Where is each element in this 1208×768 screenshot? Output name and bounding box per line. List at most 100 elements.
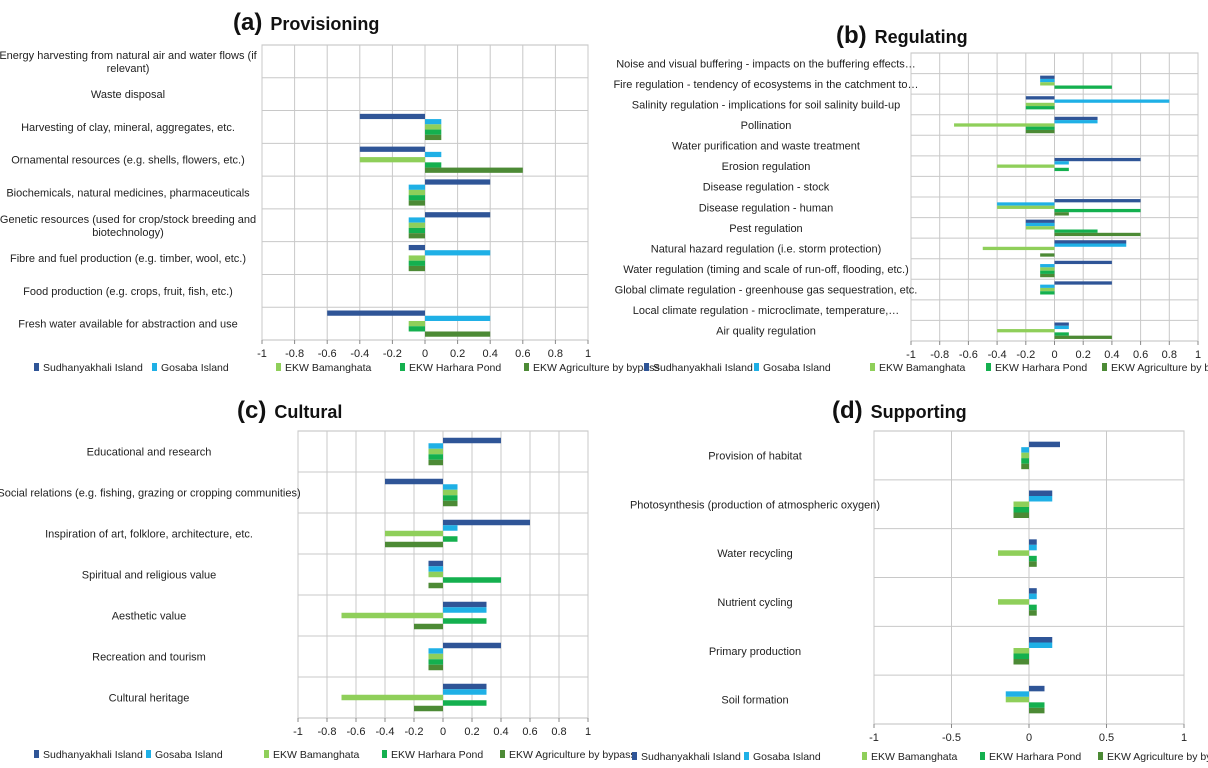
panel-letter: (a) xyxy=(233,9,262,36)
bar-sudhanyakhali-island xyxy=(1029,685,1045,692)
bar-ekw-bamanghata xyxy=(997,205,1055,209)
bar-gosaba-island xyxy=(1040,78,1055,83)
bar-gosaba-island xyxy=(997,202,1055,206)
bar-sudhanyakhali-island xyxy=(443,642,501,649)
category-label: Ornamental resources (e.g. shells, flowe… xyxy=(11,155,245,167)
x-tick-label: 1 xyxy=(1181,732,1187,744)
bar-sudhanyakhali-island xyxy=(443,519,530,526)
bar-gosaba-island xyxy=(443,689,487,695)
bar-ekw-harhara-pond xyxy=(1029,702,1045,708)
category-label: Fibre and fuel production (e.g. timber, … xyxy=(10,253,246,265)
x-tick-label: -0.4 xyxy=(376,726,395,738)
x-tick-label: 1 xyxy=(1195,349,1201,361)
bar-sudhanyakhali-island xyxy=(443,683,487,690)
bar-ekw-harhara-pond xyxy=(1025,106,1055,110)
bar-ekw-agriculture-by-bypass xyxy=(425,134,442,141)
category-label: Harvesting of clay, mineral, aggregates,… xyxy=(21,122,235,134)
x-tick-label: -0.2 xyxy=(1016,349,1035,361)
bar-gosaba-island xyxy=(428,443,443,449)
category-label: Provision of habitat xyxy=(708,450,802,462)
category-label: Disease regulation - human xyxy=(699,202,834,214)
bar-gosaba-island xyxy=(428,648,443,654)
bar-sudhanyakhali-island xyxy=(425,212,491,218)
bar-gosaba-island xyxy=(408,217,425,223)
bar-sudhanyakhali-island xyxy=(1025,219,1055,223)
bar-ekw-bamanghata xyxy=(1040,82,1055,86)
x-tick-label: -0.8 xyxy=(318,726,337,738)
bar-sudhanyakhali-island xyxy=(1054,260,1112,265)
legend-label: EKW Agriculture by bypass xyxy=(509,749,636,761)
x-tick-label: 0.4 xyxy=(483,348,498,360)
bar-ekw-harhara-pond xyxy=(1029,555,1037,562)
panel-name: Cultural xyxy=(274,402,342,422)
legend-swatch xyxy=(276,363,281,371)
bar-ekw-agriculture-by-bypass xyxy=(414,623,443,630)
bar-ekw-bamanghata xyxy=(997,329,1055,333)
legend-swatch xyxy=(34,750,39,758)
x-tick-label: 0.2 xyxy=(450,348,465,360)
legend-label: Sudhanyakhali Island xyxy=(653,362,753,374)
bar-ekw-bamanghata xyxy=(997,164,1055,168)
bar-ekw-harhara-pond xyxy=(1054,332,1069,336)
bar-ekw-bamanghata xyxy=(1013,501,1029,507)
category-label: Social relations (e.g. fishing, grazing … xyxy=(0,488,301,500)
legend-label: EKW Agriculture by bypass xyxy=(1111,362,1208,374)
panel-name: Supporting xyxy=(871,402,967,422)
bar-ekw-agriculture-by-bypass xyxy=(1054,232,1141,237)
legend: Sudhanyakhali Island Gosaba Island EKW Bam… xyxy=(34,362,660,374)
bar-gosaba-island xyxy=(443,525,458,531)
bar-sudhanyakhali-island xyxy=(359,146,425,152)
x-tick-label: 0.6 xyxy=(522,726,537,738)
bar-gosaba-island xyxy=(1054,243,1127,247)
legend-swatch xyxy=(632,752,637,760)
bar-ekw-agriculture-by-bypass xyxy=(443,500,458,507)
legend-label: Gosaba Island xyxy=(753,751,821,763)
panel-name: Regulating xyxy=(875,27,968,47)
bar-ekw-bamanghata xyxy=(385,530,443,537)
panel-provisioning: (a) Provisioning -1 -0.8 -0.6 -0.4 -0.2 0 0.2 0.4… xyxy=(0,9,660,374)
x-tick-label: -0.5 xyxy=(942,732,961,744)
legend-label: EKW Bamanghata xyxy=(879,362,966,374)
bar-sudhanyakhali-island xyxy=(1040,75,1055,79)
panel-cultural: (c) Cultural -1 -0.8 -0.6 -0.4 -0.2 0 0.2 0.4 0.6 0… xyxy=(0,397,636,761)
legend-swatch xyxy=(986,363,991,371)
bar-ekw-bamanghata xyxy=(428,653,443,660)
legend-label: EKW Bamanghata xyxy=(285,362,372,374)
x-tick-label: 0.6 xyxy=(1133,349,1148,361)
bar-ekw-agriculture-by-bypass xyxy=(414,705,443,712)
bar-gosaba-island xyxy=(443,607,487,613)
bar-ekw-bamanghata xyxy=(408,255,425,261)
bar-ekw-bamanghata xyxy=(341,694,443,701)
bar-ekw-agriculture-by-bypass xyxy=(428,664,443,671)
bar-ekw-bamanghata xyxy=(428,571,443,578)
bar-gosaba-island xyxy=(1054,161,1069,165)
x-tick-label: -0.6 xyxy=(347,726,366,738)
x-tick-label: 1 xyxy=(585,726,591,738)
panel-supporting: (d) Supporting -1 -0.5 0 0.5 1 Provision of hab… xyxy=(630,397,1208,763)
category-label: Pollination xyxy=(741,120,792,132)
x-tick-label: 0 xyxy=(440,726,446,738)
panel-letter: (d) xyxy=(832,397,863,424)
panel-letter: (b) xyxy=(836,22,867,49)
category-label: Genetic resources (used for crop/stock b… xyxy=(0,214,256,239)
bar-gosaba-island xyxy=(1021,447,1029,453)
bar-ekw-bamanghata xyxy=(1025,226,1055,230)
bar-ekw-bamanghata xyxy=(408,222,425,228)
bar-ekw-bamanghata xyxy=(1025,102,1055,107)
category-label: Water purification and waste treatment xyxy=(672,141,860,153)
bar-ekw-harhara-pond xyxy=(443,536,458,542)
legend-swatch xyxy=(862,752,867,760)
bar-ekw-agriculture-by-bypass xyxy=(1040,253,1055,257)
category-label: Air quality regulation xyxy=(716,326,816,338)
legend-label: Gosaba Island xyxy=(155,749,223,761)
bar-ekw-bamanghata xyxy=(1005,696,1029,703)
category-label: Pest regulation xyxy=(729,223,802,235)
legend-swatch xyxy=(1098,752,1103,760)
category-label: Biochemicals, natural medicines, pharmac… xyxy=(6,188,250,200)
category-label: Local climate regulation - microclimate,… xyxy=(633,305,900,317)
bar-ekw-agriculture-by-bypass xyxy=(408,233,425,239)
bar-ekw-harhara-pond xyxy=(1025,126,1055,130)
legend-swatch xyxy=(644,363,649,371)
bar-ekw-agriculture-by-bypass xyxy=(1025,129,1055,134)
legend-swatch xyxy=(870,363,875,371)
